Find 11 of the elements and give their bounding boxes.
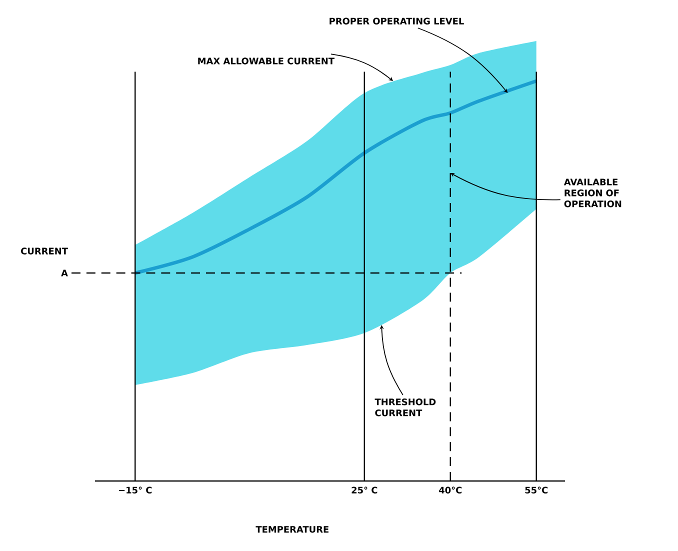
ref-line-label: A [61, 270, 68, 276]
x-tick-label: 40°C [439, 486, 462, 494]
x-tick-label: 25° C [352, 486, 378, 494]
annotation: AVAILABLE REGION OF OPERATION [564, 178, 622, 208]
y-axis-title: CURRENT [21, 248, 68, 254]
x-tick-label: 55°C [525, 486, 548, 494]
x-tick-label: −15° C [118, 486, 152, 494]
annotation: THRESHOLD CURRENT [374, 398, 436, 416]
annotation: PROPER OPERATING LEVEL [330, 18, 464, 24]
annotation: MAX ALLOWABLE CURRENT [198, 58, 334, 64]
x-axis-title: TEMPERATURE [256, 526, 328, 533]
